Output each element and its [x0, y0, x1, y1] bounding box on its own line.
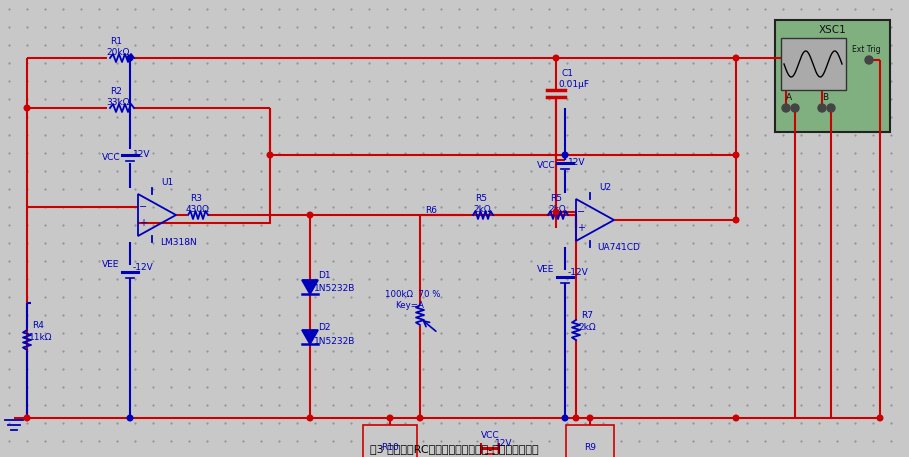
Circle shape [574, 415, 579, 421]
Text: Key=A: Key=A [395, 301, 424, 310]
Text: U1: U1 [161, 178, 174, 187]
Circle shape [25, 415, 30, 421]
Text: 11kΩ: 11kΩ [29, 333, 53, 342]
Circle shape [734, 415, 739, 421]
Text: A: A [786, 93, 792, 102]
Text: 12V: 12V [568, 158, 585, 167]
Text: R4: R4 [32, 321, 44, 330]
Circle shape [818, 104, 826, 112]
Text: C1: C1 [561, 69, 573, 78]
Text: 12V: 12V [133, 150, 151, 159]
Text: B: B [822, 93, 828, 102]
Circle shape [782, 104, 790, 112]
Text: UA741CD: UA741CD [597, 243, 640, 252]
Circle shape [307, 212, 313, 218]
Text: 2kΩ: 2kΩ [548, 205, 565, 214]
Circle shape [25, 105, 30, 111]
Text: R2: R2 [110, 87, 122, 96]
Circle shape [127, 415, 133, 421]
Text: 430Ω: 430Ω [186, 205, 210, 214]
Circle shape [734, 217, 739, 223]
Text: VCC: VCC [481, 431, 499, 440]
Circle shape [734, 152, 739, 158]
Bar [775, 20, 890, 132]
Circle shape [267, 152, 273, 158]
Circle shape [827, 104, 835, 112]
Bar [781, 38, 846, 90]
Text: 图3 由运放和RC积分电路组成的方波-三角波发生电路: 图3 由运放和RC积分电路组成的方波-三角波发生电路 [370, 444, 538, 454]
Circle shape [791, 104, 799, 112]
Circle shape [587, 415, 593, 421]
Circle shape [877, 415, 883, 421]
Text: -12V: -12V [568, 268, 589, 277]
Text: 20kΩ: 20kΩ [106, 48, 129, 57]
Text: +: + [577, 223, 585, 233]
Polygon shape [302, 330, 318, 344]
Text: VCC: VCC [102, 153, 121, 162]
Circle shape [865, 56, 873, 64]
Text: 2kΩ: 2kΩ [578, 323, 595, 332]
Text: 2kΩ: 2kΩ [473, 205, 491, 214]
Text: 12V: 12V [495, 439, 513, 448]
Text: −: − [139, 202, 147, 212]
Circle shape [387, 415, 393, 421]
Text: R5: R5 [475, 194, 487, 203]
Polygon shape [302, 280, 318, 294]
Circle shape [562, 152, 568, 158]
Text: −: − [577, 207, 585, 217]
Text: +: + [139, 218, 147, 228]
Text: R10: R10 [381, 443, 399, 452]
Text: 1N5232B: 1N5232B [314, 337, 355, 346]
Text: VEE: VEE [537, 265, 554, 274]
Text: 0.01μF: 0.01μF [558, 80, 589, 89]
Text: LM318N: LM318N [160, 238, 196, 247]
Text: R9: R9 [584, 443, 596, 452]
Text: R6: R6 [425, 206, 437, 215]
Circle shape [127, 55, 133, 61]
Text: Ext Trig: Ext Trig [852, 45, 881, 54]
Circle shape [554, 55, 559, 61]
Circle shape [307, 415, 313, 421]
Text: XSC1: XSC1 [819, 25, 846, 35]
Text: R3: R3 [190, 194, 202, 203]
Text: -12V: -12V [133, 263, 154, 272]
Text: 100kΩ  70 %: 100kΩ 70 % [385, 290, 441, 299]
Text: R1: R1 [110, 37, 122, 46]
Text: VEE: VEE [102, 260, 119, 269]
Circle shape [562, 415, 568, 421]
Circle shape [554, 209, 559, 215]
Text: 1N5232B: 1N5232B [314, 284, 355, 293]
Text: D2: D2 [318, 323, 331, 332]
Text: R5: R5 [550, 194, 562, 203]
Text: D1: D1 [318, 271, 331, 280]
Text: 33kΩ: 33kΩ [106, 98, 129, 107]
Circle shape [734, 55, 739, 61]
Text: U2: U2 [599, 183, 611, 192]
Text: R7: R7 [581, 311, 593, 320]
Text: VCC: VCC [537, 161, 555, 170]
Circle shape [417, 415, 423, 421]
